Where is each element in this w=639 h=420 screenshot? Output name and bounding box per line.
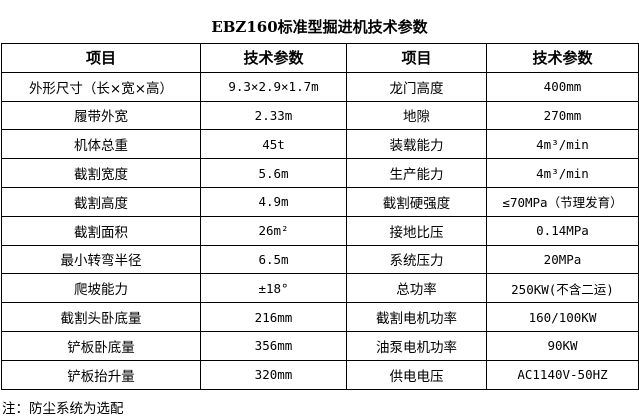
table-row: 铲板抬升量 320mm 供电电压 AC1140V-50HZ bbox=[1, 359, 639, 390]
value-cell: 4.9m bbox=[200, 186, 347, 217]
item-cell: 接地比压 bbox=[346, 215, 487, 246]
header-spec: 技术参数 bbox=[486, 43, 639, 73]
header-item: 项目 bbox=[346, 43, 487, 73]
value-cell: 356mm bbox=[200, 330, 347, 361]
table-row: 截割面积 26m² 接地比压 0.14MPa bbox=[1, 215, 639, 246]
item-cell: 截割面积 bbox=[1, 215, 201, 246]
item-cell: 截割宽度 bbox=[1, 158, 201, 188]
value-cell: 45t bbox=[200, 129, 347, 160]
item-cell: 爬坡能力 bbox=[1, 273, 201, 304]
item-cell: 生产能力 bbox=[346, 158, 487, 188]
value-cell: 20MPa bbox=[486, 244, 639, 275]
item-cell: 装载能力 bbox=[346, 129, 487, 160]
table-header-row: 项目 技术参数 项目 技术参数 bbox=[1, 43, 639, 73]
spec-table: 项目 技术参数 项目 技术参数 外形尺寸（长×宽×高） 9.3×2.9×1.7m 龙… bbox=[1, 43, 639, 390]
table-row: 铲板卧底量 356mm 油泵电机功率 90KW bbox=[1, 330, 639, 361]
item-cell: 龙门高度 bbox=[346, 71, 487, 102]
item-cell: 截割硬强度 bbox=[346, 186, 487, 217]
header-item: 项目 bbox=[1, 43, 201, 73]
table-row: 截割高度 4.9m 截割硬强度 ≤70MPa（节理发育） bbox=[1, 186, 639, 217]
document-title: EBZ160标准型掘进机技术参数 bbox=[211, 18, 428, 36]
value-cell: AC1140V-50HZ bbox=[486, 359, 639, 390]
value-cell: 320mm bbox=[200, 359, 347, 390]
value-cell: 270mm bbox=[486, 100, 639, 131]
value-cell: ±18° bbox=[200, 273, 347, 304]
item-cell: 铲板抬升量 bbox=[1, 359, 201, 390]
item-cell: 供电电压 bbox=[346, 359, 487, 390]
value-cell: 2.33m bbox=[200, 100, 347, 131]
value-cell: 90KW bbox=[486, 330, 639, 361]
item-cell: 总功率 bbox=[346, 273, 487, 304]
value-cell: 4m³/min bbox=[486, 158, 639, 188]
value-cell: 9.3×2.9×1.7m bbox=[200, 71, 347, 102]
value-cell: 6.5m bbox=[200, 244, 347, 275]
item-cell: 地隙 bbox=[346, 100, 487, 131]
item-cell: 系统压力 bbox=[346, 244, 487, 275]
value-cell: ≤70MPa（节理发育） bbox=[486, 186, 639, 217]
value-cell: 4m³/min bbox=[486, 129, 639, 160]
table-row: 机体总重 45t 装载能力 4m³/min bbox=[1, 129, 639, 160]
table-row: 外形尺寸（长×宽×高） 9.3×2.9×1.7m 龙门高度 400mm bbox=[1, 71, 639, 102]
table-row: 截割头卧底量 216mm 截割电机功率 160/100KW bbox=[1, 302, 639, 332]
value-cell: 26m² bbox=[200, 215, 347, 246]
footnote: 注：防尘系统为选配 bbox=[2, 401, 124, 417]
value-cell: 400mm bbox=[486, 71, 639, 102]
table-row: 截割宽度 5.6m 生产能力 4m³/min bbox=[1, 158, 639, 188]
table-row: 最小转弯半径 6.5m 系统压力 20MPa bbox=[1, 244, 639, 275]
table-row: 爬坡能力 ±18° 总功率 250KW(不含二运) bbox=[1, 273, 639, 304]
item-cell: 铲板卧底量 bbox=[1, 330, 201, 361]
value-cell: 0.14MPa bbox=[486, 215, 639, 246]
item-cell: 外形尺寸（长×宽×高） bbox=[1, 71, 201, 102]
item-cell: 履带外宽 bbox=[1, 100, 201, 131]
value-cell: 5.6m bbox=[200, 158, 347, 188]
header-spec: 技术参数 bbox=[200, 43, 347, 73]
value-cell: 216mm bbox=[200, 302, 347, 332]
value-cell: 250KW(不含二运) bbox=[486, 273, 639, 304]
value-cell: 160/100KW bbox=[486, 302, 639, 332]
item-cell: 截割头卧底量 bbox=[1, 302, 201, 332]
item-cell: 机体总重 bbox=[1, 129, 201, 160]
item-cell: 油泵电机功率 bbox=[346, 330, 487, 361]
item-cell: 截割高度 bbox=[1, 186, 201, 217]
item-cell: 最小转弯半径 bbox=[1, 244, 201, 275]
table-row: 履带外宽 2.33m 地隙 270mm bbox=[1, 100, 639, 131]
item-cell: 截割电机功率 bbox=[346, 302, 487, 332]
